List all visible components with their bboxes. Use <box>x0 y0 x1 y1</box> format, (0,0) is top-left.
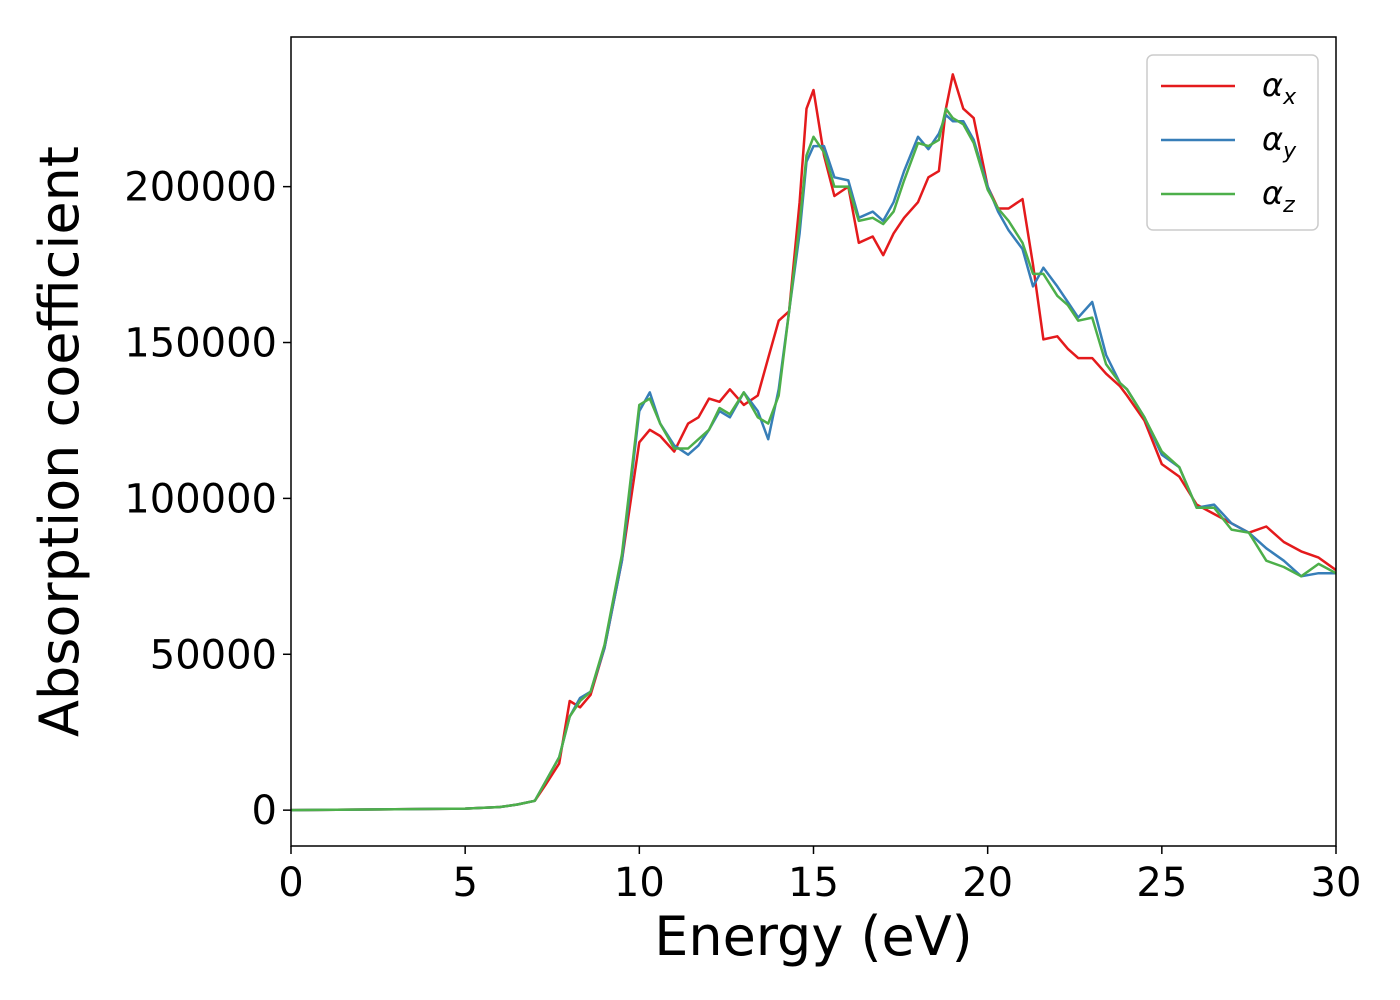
legend-label-x: αx <box>1262 66 1297 110</box>
legend-box <box>1146 54 1319 231</box>
x-tick-label: 10 <box>614 860 665 906</box>
x-tick-label: 30 <box>1311 860 1362 906</box>
y-tick-label: 150000 <box>124 321 277 367</box>
x-tick-label: 5 <box>452 860 477 906</box>
x-tick-label: 25 <box>1136 860 1187 906</box>
y-axis: 0 50000 100000 150000 200000 <box>124 165 291 834</box>
legend-label-y: αy <box>1262 120 1297 164</box>
x-axis: 0 5 10 15 20 25 30 <box>278 846 1361 906</box>
series-layer <box>291 73 1336 812</box>
legend: αx αy αz <box>1146 54 1319 231</box>
y-tick-label: 0 <box>252 788 277 834</box>
y-tick-label: 50000 <box>150 632 277 678</box>
y-tick-label: 100000 <box>124 476 277 522</box>
x-tick-label: 20 <box>962 860 1013 906</box>
y-tick-label: 200000 <box>124 165 277 211</box>
x-tick-label: 15 <box>788 860 839 906</box>
x-tick-label: 0 <box>278 860 303 906</box>
legend-label-z: αz <box>1262 174 1295 218</box>
series-line-z <box>291 107 1336 812</box>
x-axis-label: Energy (eV) <box>654 905 973 968</box>
y-axis-label: Absorption coefficient <box>28 146 91 737</box>
